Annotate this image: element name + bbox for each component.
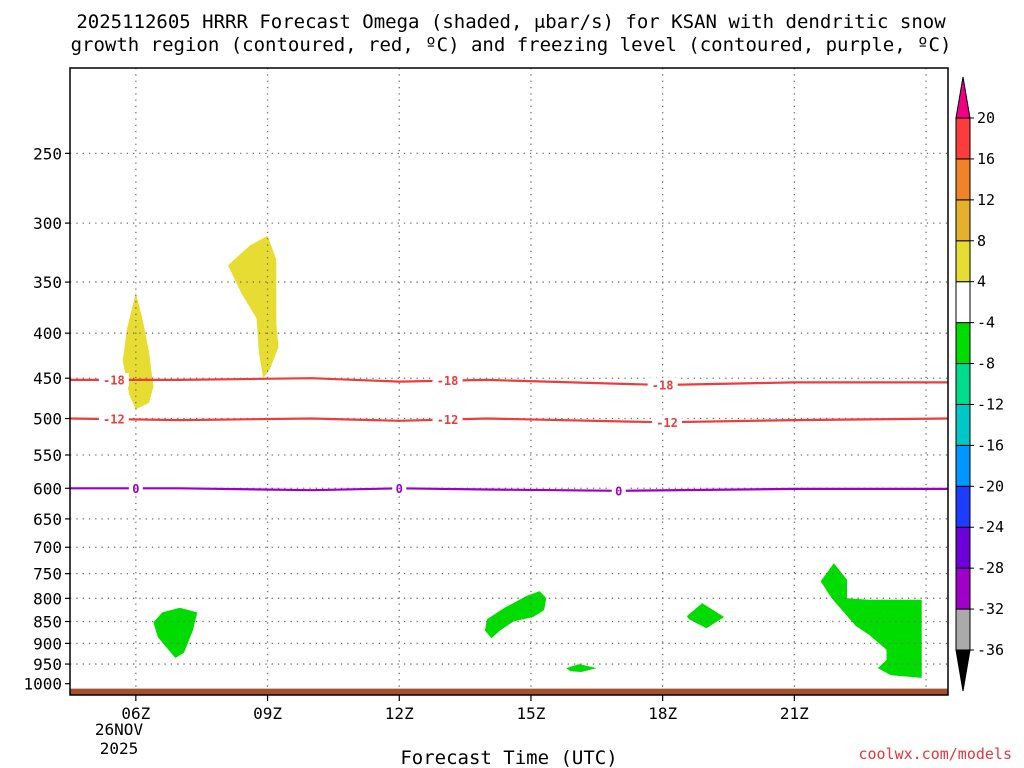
y-tick-label-450: 450 — [33, 369, 62, 388]
x-tick-label-09Z: 09Z — [253, 704, 282, 723]
x-tick-label-21Z: 21Z — [780, 704, 809, 723]
colorbar-bin-8-to-12 — [955, 199, 971, 242]
x-tick-label-06Z: 06Z — [121, 704, 150, 723]
contour-label-0-1: 0 — [396, 482, 403, 496]
colorbar-tick-label--8: -8 — [977, 355, 995, 373]
omega-region-green-blob-07z — [153, 607, 198, 658]
y-tick-label-800: 800 — [33, 589, 62, 608]
omega-region-green-blob-16z — [566, 664, 597, 672]
y-tick-label-650: 650 — [33, 510, 62, 529]
colorbar-tick-label-16: 16 — [977, 150, 995, 168]
y-tick-label-700: 700 — [33, 538, 62, 557]
x-axis-ticks: 06Z 09Z 12Z 15Z 18Z 21Z — [121, 695, 809, 723]
contour-label-0-2: 0 — [615, 484, 622, 498]
y-tick-label-250: 250 — [33, 144, 62, 163]
colorbar-bin--24-to--20 — [955, 485, 971, 528]
x-axis-label: Forecast Time (UTC) — [400, 747, 617, 768]
colorbar-tick-label--24: -24 — [977, 518, 1004, 536]
colorbar-tick-label-8: 8 — [977, 232, 986, 250]
contour-line--18 — [70, 377, 948, 387]
colorbar-tick-label-12: 12 — [977, 191, 995, 209]
colorbar-bin-16-to-20 — [955, 117, 971, 160]
contour-label-bg--12-1 — [432, 412, 463, 427]
colorbar: -36 -32 -28 -24 -20 -16 -12 -8 -4 4 8 12 16 20 — [955, 76, 1004, 692]
colorbar-tick-label--28: -28 — [977, 559, 1004, 577]
y-tick-label-400: 400 — [33, 324, 62, 343]
contour-label-bg--12-0 — [98, 412, 129, 427]
colorbar-tick-label--16: -16 — [977, 436, 1004, 454]
y-tick-label-500: 500 — [33, 410, 62, 429]
y-tick-label-900: 900 — [33, 634, 62, 653]
y-tick-label-300: 300 — [33, 214, 62, 233]
colorbar-bin--8-to--4 — [955, 322, 971, 365]
plot-layers: -18 -18 -18 -12 -12 -12 0 0 0 — [70, 68, 948, 695]
y-tick-label-600: 600 — [33, 479, 62, 498]
contour-label-bg-0-1 — [392, 481, 407, 496]
colorbar-bin--4-to-4 — [955, 281, 971, 324]
contour-label--18-1: -18 — [437, 374, 459, 388]
x-tick-label-12Z: 12Z — [385, 704, 414, 723]
chart-title-line-1: 2025112605 HRRR Forecast Omega (shaded, … — [76, 11, 946, 33]
colorbar-bin--28-to--24 — [955, 526, 971, 569]
contour-line-0 — [70, 487, 948, 492]
contour-label--12-1: -12 — [437, 413, 459, 427]
contour-label--18-0: -18 — [103, 373, 125, 387]
chart-title-line-2: growth region (contoured, red, ºC) and f… — [71, 34, 952, 56]
colorbar-bin-4-to-8 — [955, 240, 971, 283]
contour-label--18-2: -18 — [652, 378, 674, 392]
contour-label-bg--18-0 — [98, 372, 129, 387]
y-tick-label-1000: 1000 — [23, 675, 62, 694]
contour-label-bg-0-2 — [611, 483, 626, 498]
x-date-label-day: 26NOV — [95, 720, 144, 739]
colorbar-bin--32-to--28 — [955, 567, 971, 610]
contour-line--12 — [70, 417, 948, 424]
x-tick-label-18Z: 18Z — [648, 704, 677, 723]
terrain-surface — [70, 688, 948, 695]
contour-label-bg--12-2 — [652, 415, 683, 430]
y-tick-label-750: 750 — [33, 565, 62, 584]
colorbar-tick-label-20: 20 — [977, 109, 995, 127]
omega-region-green-blob-22z — [820, 563, 922, 678]
omega-region-yellow-blob-06z — [122, 292, 154, 410]
y-axis-ticks: 250 300 350 400 450 500 550 600 650 700 750 800 850 9… — [23, 144, 70, 694]
colorbar-under-arrow — [955, 649, 971, 692]
colorbar-tick-label--36: -36 — [977, 641, 1004, 659]
colorbar-bin--12-to--8 — [955, 363, 971, 405]
x-tick-label-15Z: 15Z — [516, 704, 545, 723]
y-tick-label-550: 550 — [33, 446, 62, 465]
contour-label--12-2: -12 — [656, 416, 678, 430]
contour-label-0-0: 0 — [132, 482, 139, 496]
colorbar-tick-label--20: -20 — [977, 477, 1004, 495]
credit-text: coolwx.com/models — [858, 745, 1012, 763]
y-tick-label-850: 850 — [33, 613, 62, 632]
colorbar-tick-label--12: -12 — [977, 395, 1004, 413]
contour-label-bg--18-1 — [432, 373, 463, 388]
omega-region-green-blob-19z — [686, 603, 725, 629]
colorbar-bin-12-to-16 — [955, 158, 971, 201]
contour-label-bg--18-2 — [647, 377, 678, 392]
contour-label-bg-0-0 — [128, 481, 143, 496]
colorbar-bin--20-to--16 — [955, 444, 971, 487]
x-date-label-year: 2025 — [100, 739, 139, 758]
y-tick-label-950: 950 — [33, 655, 62, 674]
colorbar-tick-label--32: -32 — [977, 600, 1004, 618]
colorbar-tick-label--4: -4 — [977, 314, 995, 332]
y-tick-label-350: 350 — [33, 273, 62, 292]
omega-region-green-blob-15z — [484, 591, 547, 639]
omega-region-yellow-blob-09z — [228, 235, 279, 379]
colorbar-bin--36-to--32 — [955, 608, 971, 651]
plot-area: -18 -18 -18 -12 -12 -12 0 0 0 — [70, 68, 948, 695]
colorbar-bin--16-to--12 — [955, 403, 971, 446]
colorbar-tick-label-4: 4 — [977, 273, 986, 291]
contour-label--12-0: -12 — [103, 413, 125, 427]
plot-frame — [69, 67, 949, 696]
colorbar-over-arrow — [955, 76, 971, 119]
